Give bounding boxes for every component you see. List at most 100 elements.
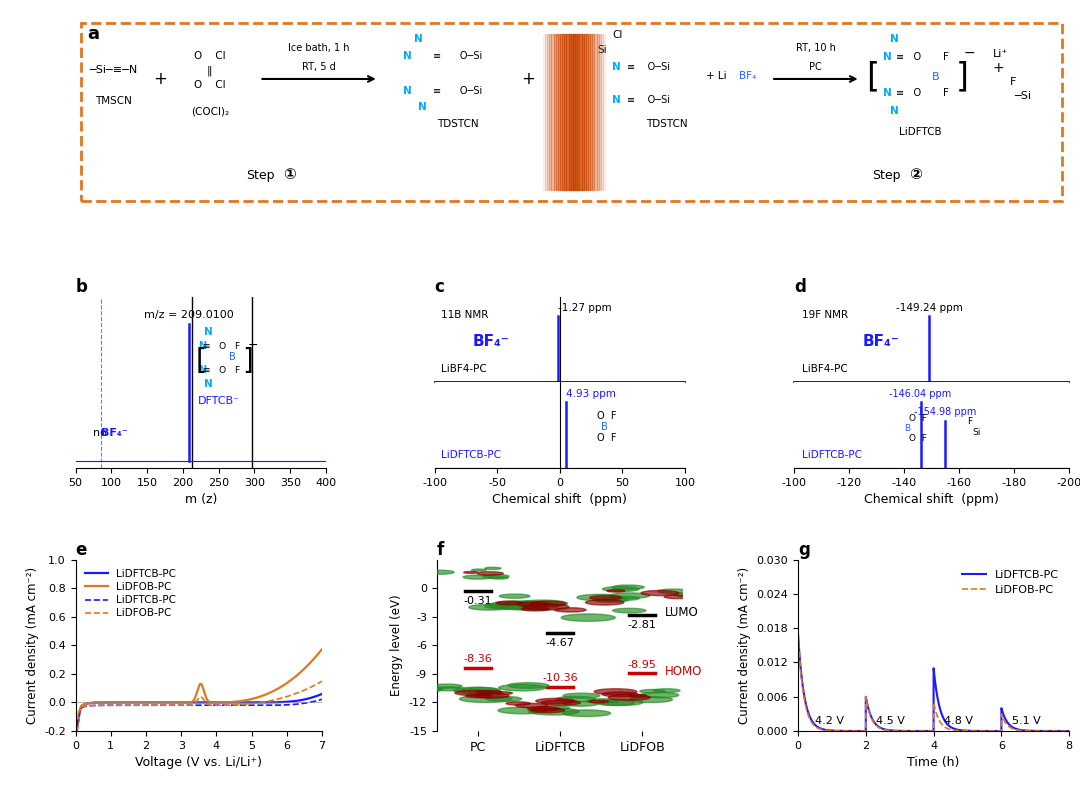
Line: LiDFOB-PC: LiDFOB-PC [798, 634, 1069, 731]
Line: LiDFOB-PC : LiDFOB-PC [76, 681, 322, 719]
Text: + Li: + Li [706, 71, 727, 81]
Ellipse shape [607, 590, 625, 592]
Text: 4.93 ppm: 4.93 ppm [566, 389, 616, 399]
Ellipse shape [530, 601, 566, 606]
Ellipse shape [454, 687, 500, 693]
Text: g: g [798, 542, 810, 560]
Text: HOMO: HOMO [665, 665, 703, 678]
Text: N: N [612, 95, 621, 105]
Bar [570, 35, 572, 190]
Text: N: N [204, 327, 213, 337]
Text: N: N [414, 34, 422, 44]
LiDFTCB-PC [963, 726, 976, 736]
Ellipse shape [639, 689, 665, 693]
LiDFOB-PC  [309, 681, 322, 690]
Ellipse shape [503, 602, 539, 607]
Ellipse shape [684, 587, 710, 590]
Text: BF₄⁻: BF₄⁻ [472, 334, 509, 349]
Text: -8.36: -8.36 [463, 655, 492, 664]
Ellipse shape [485, 604, 527, 609]
Legend: LiDFTCB-PC, LiDFOB-PC, LiDFTCB-PC, LiDFOB-PC: LiDFTCB-PC, LiDFOB-PC, LiDFTCB-PC, LiDFO… [81, 565, 180, 623]
Text: ─Si─≡─N: ─Si─≡─N [90, 64, 137, 75]
LiDFTCB-PC [993, 726, 1005, 736]
Text: ≡      O─Si: ≡ O─Si [433, 86, 483, 96]
LiDFTCB-PC  [189, 700, 202, 710]
Bar [583, 35, 585, 190]
Bar [592, 35, 594, 190]
Line: LiDFTCB-PC: LiDFTCB-PC [798, 634, 1069, 731]
Text: 4.5 V: 4.5 V [876, 716, 905, 726]
Ellipse shape [489, 577, 509, 579]
LiDFOB-PC  [315, 677, 328, 686]
Ellipse shape [599, 700, 643, 705]
FancyBboxPatch shape [192, 50, 253, 683]
Ellipse shape [658, 589, 690, 593]
LiDFTCB-PC [82, 699, 95, 708]
Ellipse shape [517, 602, 549, 606]
Bar [545, 35, 548, 190]
Ellipse shape [476, 690, 502, 694]
Ellipse shape [538, 706, 570, 711]
Text: B: B [229, 351, 235, 362]
Bar [541, 35, 543, 190]
LiDFTCB-PC [309, 692, 322, 701]
Bar [568, 35, 570, 190]
Ellipse shape [486, 696, 522, 701]
Text: PC: PC [809, 61, 822, 72]
Text: −: − [964, 46, 975, 60]
Bar [594, 35, 596, 190]
Text: Ice bath, 1 h: Ice bath, 1 h [288, 43, 350, 53]
LiDFTCB-PC  [82, 701, 95, 711]
Text: BF₄⁻: BF₄⁻ [863, 334, 900, 349]
Text: O  F: O F [597, 433, 617, 443]
Ellipse shape [492, 692, 513, 695]
Text: F: F [234, 342, 240, 351]
Text: Cl: Cl [612, 30, 622, 40]
Text: LiBF4-PC: LiBF4-PC [802, 365, 848, 374]
X-axis label: Chemical shift  (ppm): Chemical shift (ppm) [492, 494, 627, 506]
LiDFTCB-PC [183, 698, 195, 707]
Bar [572, 35, 575, 190]
LiDFOB-PC  [70, 714, 83, 724]
LiDFOB-PC  [309, 681, 322, 690]
Bar [588, 35, 590, 190]
Bar [561, 35, 562, 190]
Ellipse shape [496, 601, 523, 604]
Text: Li⁺: Li⁺ [993, 49, 1008, 59]
Text: N: N [890, 106, 900, 116]
Ellipse shape [498, 602, 558, 610]
Text: LiBF4-PC: LiBF4-PC [441, 365, 487, 374]
Text: Step: Step [246, 169, 274, 182]
Text: b: b [76, 278, 87, 296]
Text: ≡    O─Si: ≡ O─Si [627, 95, 670, 105]
LiDFOB-PC [806, 718, 819, 727]
Ellipse shape [562, 614, 616, 621]
Text: -146.04 ppm: -146.04 ppm [890, 389, 951, 399]
Text: N: N [883, 87, 892, 97]
Text: N: N [204, 379, 213, 389]
Ellipse shape [489, 601, 552, 610]
Text: Step: Step [872, 169, 901, 182]
Text: 4.8 V: 4.8 V [944, 716, 973, 726]
Ellipse shape [499, 594, 530, 598]
LiDFTCB-PC [1063, 726, 1076, 736]
LiDFTCB-PC [890, 726, 903, 736]
Ellipse shape [528, 708, 579, 715]
Text: -149.24 ppm: -149.24 ppm [896, 303, 963, 313]
Y-axis label: Energy level (eV): Energy level (eV) [390, 594, 404, 696]
Text: +: + [153, 70, 167, 88]
Ellipse shape [483, 575, 509, 578]
Ellipse shape [629, 696, 673, 703]
Ellipse shape [674, 592, 710, 597]
Ellipse shape [465, 694, 492, 698]
Text: N: N [883, 53, 892, 62]
Bar [552, 35, 554, 190]
LiDFTCB-PC [951, 725, 964, 735]
Text: -4.67: -4.67 [545, 637, 575, 648]
Legend: LiDFTCB-PC, LiDFOB-PC: LiDFTCB-PC, LiDFOB-PC [958, 565, 1064, 600]
LiDFOB-PC  [82, 701, 95, 711]
Ellipse shape [541, 700, 580, 705]
Text: ≡      O─Si: ≡ O─Si [433, 50, 483, 61]
Ellipse shape [612, 608, 646, 613]
Text: F: F [968, 417, 972, 427]
